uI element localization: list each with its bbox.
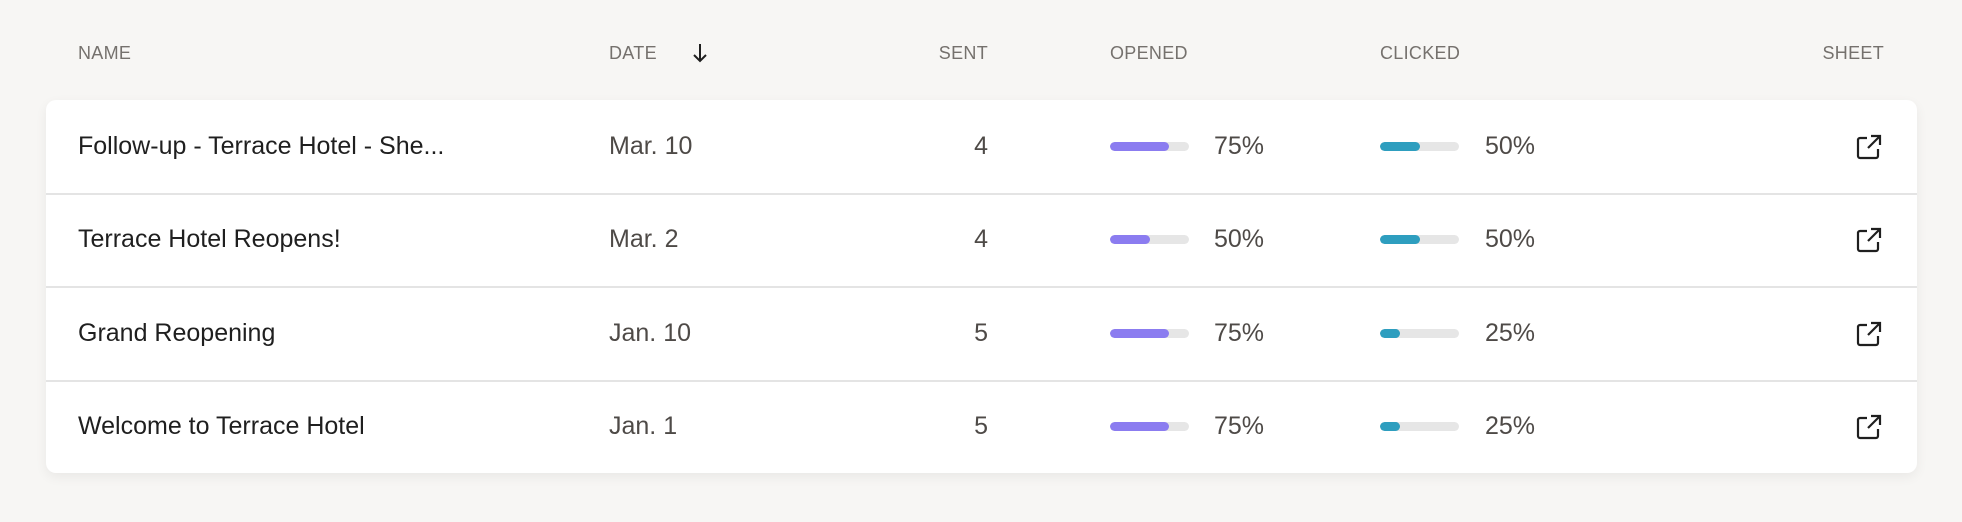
column-header-opened[interactable]: OPENED (1110, 43, 1188, 63)
opened-progress-fill (1110, 421, 1170, 431)
clicked-progress-fill (1380, 142, 1420, 151)
clicked-percent: 50% (1485, 225, 1536, 254)
campaign-name[interactable]: Follow-up - Terrace Hotel - She... (78, 132, 445, 160)
column-header-date[interactable]: DATE (609, 43, 657, 63)
sent-count: 4 (974, 225, 988, 254)
table-row[interactable]: Welcome to Terrace Hotel Jan. 1 5 75% 25… (46, 380, 1917, 473)
sent-count: 4 (974, 132, 988, 160)
opened-percent: 75% (1214, 132, 1265, 160)
campaign-date: Jan. 1 (609, 411, 678, 440)
campaign-date: Jan. 10 (609, 318, 692, 347)
campaign-name[interactable]: Welcome to Terrace Hotel (78, 411, 365, 440)
opened-percent: 75% (1214, 411, 1265, 440)
opened-progress-bar (1110, 328, 1189, 338)
opened-progress-bar (1110, 421, 1189, 431)
clicked-progress-bar (1380, 421, 1459, 431)
table-row[interactable]: Grand Reopening Jan. 10 5 75% 25% (46, 287, 1917, 382)
campaigns-table: Follow-up - Terrace Hotel - She... Mar. … (46, 100, 1917, 473)
clicked-percent: 50% (1485, 132, 1536, 160)
campaign-date: Mar. 10 (609, 132, 693, 160)
external-link-icon[interactable] (1855, 133, 1883, 161)
column-header-name[interactable]: NAME (78, 43, 132, 63)
external-link-icon[interactable] (1855, 413, 1883, 441)
table-row[interactable]: Terrace Hotel Reopens! Mar. 2 4 50% 50% (46, 193, 1917, 289)
opened-percent: 50% (1214, 225, 1265, 254)
opened-progress-fill (1110, 235, 1150, 245)
arrow-down-icon[interactable] (692, 42, 708, 64)
opened-percent: 75% (1214, 318, 1265, 347)
column-header-sent[interactable]: SENT (938, 43, 988, 63)
clicked-progress-bar (1380, 142, 1459, 151)
clicked-progress-fill (1380, 235, 1420, 245)
clicked-progress-fill (1380, 328, 1400, 338)
clicked-progress-bar (1380, 328, 1459, 338)
external-link-icon[interactable] (1855, 320, 1883, 348)
table-row[interactable]: Follow-up - Terrace Hotel - She... Mar. … (46, 100, 1917, 195)
opened-progress-bar (1110, 142, 1189, 151)
column-header-clicked[interactable]: CLICKED (1380, 43, 1461, 63)
opened-progress-fill (1110, 142, 1170, 151)
opened-progress-fill (1110, 328, 1170, 338)
clicked-percent: 25% (1485, 411, 1536, 440)
sent-count: 5 (974, 318, 988, 347)
clicked-progress-bar (1380, 235, 1459, 245)
clicked-progress-fill (1380, 421, 1400, 431)
campaign-date: Mar. 2 (609, 225, 679, 254)
sent-count: 5 (974, 411, 988, 440)
opened-progress-bar (1110, 235, 1189, 245)
clicked-percent: 25% (1485, 318, 1536, 347)
external-link-icon[interactable] (1855, 226, 1883, 254)
campaign-name[interactable]: Grand Reopening (78, 318, 276, 347)
campaign-name[interactable]: Terrace Hotel Reopens! (78, 225, 341, 254)
column-header-sheet: SHEET (1822, 43, 1884, 63)
